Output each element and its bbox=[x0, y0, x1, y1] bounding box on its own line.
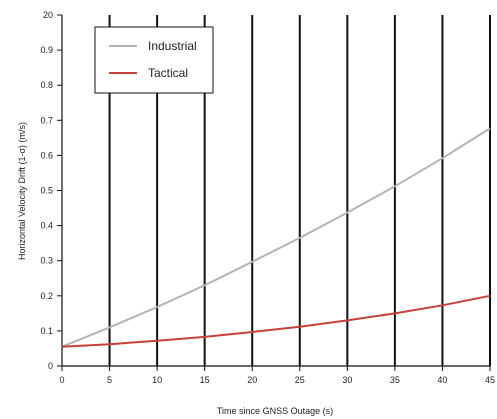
y-tick-label: 0.1 bbox=[40, 326, 53, 336]
y-tick-label: 0.9 bbox=[40, 45, 53, 55]
y-tick-label: 20 bbox=[43, 10, 53, 20]
series-line-industrial bbox=[61, 127, 491, 348]
legend-label-tactical: Tactical bbox=[148, 66, 188, 80]
x-tick-label: 10 bbox=[152, 375, 162, 385]
legend-box bbox=[94, 26, 214, 94]
series-lines bbox=[61, 127, 491, 348]
x-tick-label: 15 bbox=[200, 375, 210, 385]
y-tick-label: 0.2 bbox=[40, 291, 53, 301]
x-axis-title: Time since GNSS Outage (s) bbox=[217, 406, 333, 416]
y-tick-label: 0.8 bbox=[40, 80, 53, 90]
y-tick-label: 0.6 bbox=[40, 150, 53, 160]
x-tick-label: 45 bbox=[485, 375, 495, 385]
y-tick-label: 0 bbox=[48, 361, 53, 371]
legend-label-industrial: Industrial bbox=[148, 39, 197, 53]
y-axis-title: Horizontal Velocity Drift (1-σ) (m/s) bbox=[17, 122, 27, 260]
x-tick-label: 20 bbox=[247, 375, 257, 385]
series-line-tactical bbox=[61, 294, 491, 348]
x-tick-label: 40 bbox=[437, 375, 447, 385]
x-tick-label: 5 bbox=[107, 375, 112, 385]
y-tick-label: 0.4 bbox=[40, 221, 53, 231]
legend: Industrial Tactical bbox=[94, 26, 214, 94]
y-tick-label: 0.3 bbox=[40, 256, 53, 266]
x-tick-label: 25 bbox=[295, 375, 305, 385]
x-tick-label: 30 bbox=[342, 375, 352, 385]
x-axis-ticks: 0 5 10 15 20 25 30 35 40 45 bbox=[59, 366, 495, 385]
y-tick-label: 0.5 bbox=[40, 186, 53, 196]
y-axis-ticks: 0 0.1 0.2 0.3 0.4 0.5 0.6 0.7 0.8 0.9 20 bbox=[40, 10, 62, 371]
x-tick-label: 0 bbox=[59, 375, 64, 385]
x-tick-label: 35 bbox=[390, 375, 400, 385]
y-tick-label: 0.7 bbox=[40, 115, 53, 125]
